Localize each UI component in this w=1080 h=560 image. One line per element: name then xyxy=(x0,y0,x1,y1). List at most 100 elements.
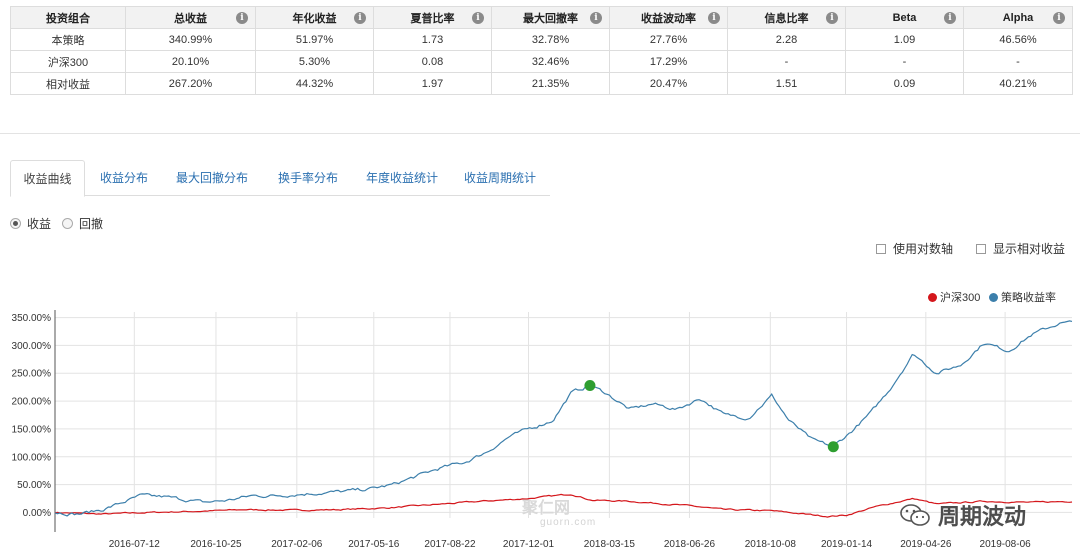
y-tick-label: 150.00% xyxy=(12,424,52,435)
watermark-site: 聚仁网 xyxy=(522,500,571,517)
col-header-total-return: 总收益 i xyxy=(125,6,256,29)
x-tick-label: 2018-10-08 xyxy=(745,539,797,550)
watermark-account: 周期波动 xyxy=(900,499,1026,531)
checkbox-box[interactable] xyxy=(976,243,986,254)
checkbox-log-axis[interactable]: 使用对数轴 xyxy=(876,240,953,257)
return-chart[interactable]: 0.00% 50.00% 100.00% 150.00% 200.00% 250.00% 3… xyxy=(0,300,1080,556)
tab-annual-return-stats[interactable]: 年度收益统计 xyxy=(365,171,438,185)
legend-item-strategy[interactable]: 策略收益率 xyxy=(989,289,1056,305)
x-tick-label: 2016-07-12 xyxy=(109,539,161,550)
x-tick-label: 2018-03-15 xyxy=(584,539,636,550)
table-row: 沪深300 20.10% 5.30% 0.08 32.46% 17.29% - … xyxy=(10,50,1073,73)
legend-label: 沪深300 xyxy=(940,292,981,304)
info-icon[interactable]: i xyxy=(354,12,366,24)
header-label: 收益波动率 xyxy=(641,12,696,25)
table-cell: 40.21% xyxy=(963,72,1073,95)
drawdown-marker xyxy=(827,441,839,453)
legend-swatch-blue xyxy=(989,292,998,302)
table-cell: 1.73 xyxy=(373,28,492,51)
info-icon[interactable]: i xyxy=(826,12,838,24)
table-cell: 46.56% xyxy=(963,28,1073,51)
header-label: 投资组合 xyxy=(46,12,90,25)
col-header-info-ratio: 信息比率 i xyxy=(727,6,846,29)
header-label: 最大回撤率 xyxy=(523,12,578,25)
legend-item-benchmark[interactable]: 沪深300 xyxy=(928,289,980,305)
radio-return[interactable]: 收益 xyxy=(10,215,51,232)
table-cell: 2.28 xyxy=(727,28,846,51)
table-cell: 20.10% xyxy=(125,50,256,73)
table-cell: 340.99% xyxy=(125,28,256,51)
col-header-alpha: Alpha i xyxy=(963,6,1073,29)
col-header-sharpe: 夏普比率 i xyxy=(373,6,492,29)
x-tick-label: 2019-04-26 xyxy=(900,539,952,550)
info-icon[interactable]: i xyxy=(236,12,248,24)
tab-return-curve[interactable]: 收益曲线 xyxy=(10,160,85,197)
header-label: 总收益 xyxy=(174,12,207,25)
radio-label: 回撤 xyxy=(79,217,104,231)
watermark-account-text: 周期波动 xyxy=(938,504,1027,529)
y-tick-label: 250.00% xyxy=(12,369,52,380)
tab-turnover-distribution[interactable]: 换手率分布 xyxy=(277,171,338,185)
y-tick-label: 0.00% xyxy=(23,508,51,519)
table-cell: 44.32% xyxy=(255,72,374,95)
checkbox-box[interactable] xyxy=(876,243,886,254)
wechat-icon xyxy=(900,504,930,526)
legend-label: 策略收益率 xyxy=(1001,292,1056,304)
info-icon[interactable]: i xyxy=(1053,12,1065,24)
benchmark-line xyxy=(54,493,1073,518)
table-cell: 27.76% xyxy=(609,28,728,51)
y-axis-labels: 0.00% 50.00% 100.00% 150.00% 200.00% 250.00% 3… xyxy=(12,313,52,519)
x-tick-label: 2017-08-22 xyxy=(424,539,476,550)
x-tick-label: 2019-01-14 xyxy=(821,539,873,550)
tab-return-period-stats[interactable]: 收益周期统计 xyxy=(463,171,536,185)
radio-drawdown[interactable]: 回撤 xyxy=(62,215,103,232)
table-cell: 17.29% xyxy=(609,50,728,73)
drawdown-marker xyxy=(584,379,596,391)
col-header-portfolio: 投资组合 xyxy=(10,6,126,29)
info-icon[interactable]: i xyxy=(590,12,602,24)
y-tick-label: 200.00% xyxy=(12,397,52,408)
checkbox-label: 显示相对收益 xyxy=(993,242,1066,256)
table-cell: - xyxy=(727,50,846,73)
table-cell: 1.51 xyxy=(727,72,846,95)
tab-return-distribution[interactable]: 收益分布 xyxy=(99,171,148,185)
checkbox-show-relative[interactable]: 显示相对收益 xyxy=(976,240,1065,257)
radio-dot[interactable] xyxy=(62,218,73,229)
legend-swatch-red xyxy=(928,292,937,302)
col-header-annual-return: 年化收益 i xyxy=(255,6,374,29)
y-tick-label: 50.00% xyxy=(17,480,51,491)
table-cell: 32.78% xyxy=(491,28,610,51)
table-cell: 32.46% xyxy=(491,50,610,73)
chart-tabs: 收益曲线 收益分布 最大回撤分布 换手率分布 年度收益统计 收益周期统计 xyxy=(10,160,550,197)
x-axis-labels: 2016-07-12 2016-10-25 2017-02-06 2017-05-16… xyxy=(109,539,1031,550)
chart-series xyxy=(54,320,1073,518)
table-cell: 本策略 xyxy=(10,28,126,51)
x-tick-label: 2018-06-26 xyxy=(664,539,716,550)
tab-max-drawdown-distribution[interactable]: 最大回撤分布 xyxy=(175,171,248,185)
strategy-return-line xyxy=(54,320,1073,517)
checkbox-label: 使用对数轴 xyxy=(893,242,954,256)
table-cell: 1.09 xyxy=(845,28,964,51)
table-cell: 20.47% xyxy=(609,72,728,95)
col-header-beta: Beta i xyxy=(845,6,964,29)
header-label: Alpha xyxy=(1002,11,1034,24)
radio-label: 收益 xyxy=(27,217,52,231)
table-cell: 相对收益 xyxy=(10,72,126,95)
table-cell: 0.08 xyxy=(373,50,492,73)
table-row: 本策略 340.99% 51.97% 1.73 32.78% 27.76% 2.… xyxy=(10,28,1073,51)
info-icon[interactable]: i xyxy=(472,12,484,24)
x-tick-label: 2017-02-06 xyxy=(271,539,323,550)
info-icon[interactable]: i xyxy=(708,12,720,24)
table-cell: 沪深300 xyxy=(10,50,126,73)
radio-dot-checked[interactable] xyxy=(10,218,21,229)
table-cell: - xyxy=(963,50,1073,73)
watermark-url: guorn.com xyxy=(540,517,597,528)
y-tick-label: 300.00% xyxy=(12,341,52,352)
info-icon[interactable]: i xyxy=(944,12,956,24)
table-header-row: 投资组合 总收益 i 年化收益 i 夏普比率 i 最大回撤率 i 收益波动率 i 信息比率… xyxy=(10,6,1073,29)
header-label: 夏普比率 xyxy=(410,12,455,25)
table-cell: 267.20% xyxy=(125,72,256,95)
section-divider xyxy=(0,133,1080,134)
header-label: 年化收益 xyxy=(292,12,337,25)
table-row: 相对收益 267.20% 44.32% 1.97 21.35% 20.47% 1… xyxy=(10,72,1073,95)
